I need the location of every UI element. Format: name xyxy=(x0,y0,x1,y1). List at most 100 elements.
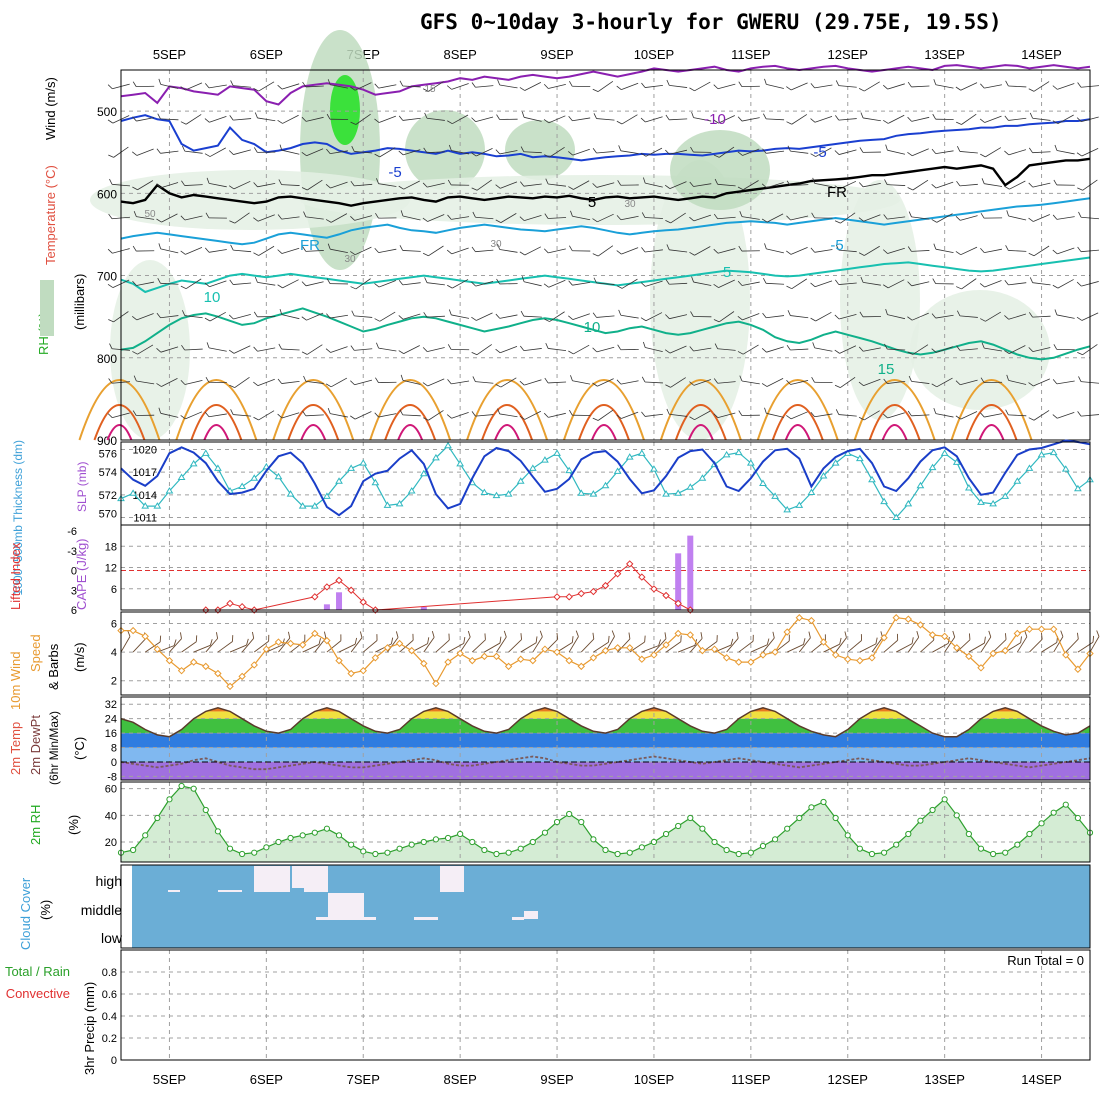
surface-wind-flag xyxy=(1005,633,1007,640)
wind-speed-marker xyxy=(250,661,258,669)
surface-wind-flag xyxy=(484,633,486,640)
wind-barb-flag xyxy=(422,88,429,92)
wind-barb-flag xyxy=(497,408,501,415)
wind-barb-flag xyxy=(883,378,888,384)
wind-barb xyxy=(689,81,711,92)
wind-barb xyxy=(764,78,784,89)
wind-barb xyxy=(739,375,760,385)
rh-marker xyxy=(662,830,670,838)
wind-barb-shaft xyxy=(524,82,542,91)
wind-barb-flag xyxy=(204,247,210,253)
wind-barb-flag xyxy=(448,144,452,151)
cloud-block xyxy=(414,917,438,920)
wind-barb-flag xyxy=(860,112,864,119)
wind-barb-shaft xyxy=(790,184,809,186)
wind-barb-flag xyxy=(1004,115,1009,121)
surface-wind-flag xyxy=(575,630,579,637)
wind-barb xyxy=(1054,309,1075,319)
wind-barb xyxy=(543,279,566,288)
wind-barb-shaft xyxy=(1057,83,1075,90)
wind-barb-shaft xyxy=(669,413,688,417)
cape-tick-label: 6 xyxy=(111,584,117,596)
wind-barb-flag xyxy=(713,213,718,220)
wind-barb xyxy=(374,311,396,322)
wind-barb-flag xyxy=(133,375,137,382)
wind-barb-flag xyxy=(398,315,404,320)
wind-speed-marker xyxy=(359,666,367,675)
surface-wind-barb xyxy=(859,637,878,653)
wind-barb-flag xyxy=(761,347,767,353)
wind-panel-frame xyxy=(120,611,1091,696)
wind-barb xyxy=(325,181,348,189)
surface-wind-shaft xyxy=(520,642,537,653)
surface-wind-barb xyxy=(459,630,471,653)
wind-barb-shaft xyxy=(185,247,203,255)
thickness-axis-label: 1000~500mb Thickness (dm) xyxy=(11,440,25,596)
wind-barb-shaft xyxy=(378,248,397,253)
rh-marker xyxy=(1062,801,1069,808)
rh-marker xyxy=(166,796,173,803)
wind-barb xyxy=(327,407,348,418)
isotherm-arch xyxy=(203,424,230,441)
wind-barb xyxy=(206,177,227,188)
wind-barb xyxy=(884,179,906,186)
li-marker xyxy=(613,570,622,578)
wind-barb-flag xyxy=(787,145,791,152)
wind-barb-shaft xyxy=(620,215,639,221)
wind-units-label: (m/s) xyxy=(72,642,87,672)
wind-barb-shaft xyxy=(935,150,954,155)
wind-barb-flag xyxy=(956,345,961,351)
wind-barb xyxy=(398,345,420,354)
surface-wind-barb xyxy=(532,630,543,653)
wind-barb xyxy=(228,345,251,354)
thickness-marker xyxy=(201,449,210,456)
wind-barb-flag xyxy=(497,79,501,86)
li-marker xyxy=(359,598,367,606)
surface-wind-flag xyxy=(195,635,198,642)
dewpt-line xyxy=(120,755,1091,771)
wind-barb xyxy=(350,180,373,187)
rh-marker xyxy=(505,849,512,856)
wind-barb-flag xyxy=(303,375,307,382)
surface-wind-barb xyxy=(169,632,182,653)
wind-barb-flag xyxy=(374,153,380,158)
surface-wind-flag xyxy=(395,631,399,638)
wind-barb-flag xyxy=(204,317,211,322)
wind-barb-shaft xyxy=(863,117,881,122)
wind-barb-flag xyxy=(1052,284,1059,289)
wind-barb xyxy=(471,116,494,123)
wind-barb-flag xyxy=(764,78,767,85)
wind-barb-flag xyxy=(374,412,379,418)
wind-barb-flag xyxy=(884,343,888,350)
wind-barb-flag xyxy=(641,247,646,253)
wind-barb-shaft xyxy=(523,116,542,122)
wind-barb-shaft xyxy=(572,215,591,221)
wind-barb-shaft xyxy=(1032,182,1051,188)
wind-barb xyxy=(157,113,179,121)
wind-barb-flag xyxy=(1028,382,1034,387)
surface-wind-flag xyxy=(968,633,971,640)
wind-barb xyxy=(787,145,809,154)
x-tick-label-top: 11SEP xyxy=(731,47,771,62)
wind-barb xyxy=(277,214,300,220)
total-rain-label: Total / Rain xyxy=(5,964,70,979)
wind-barb xyxy=(810,412,833,418)
cloud-units-label: (%) xyxy=(38,900,53,920)
wind-barb-shaft xyxy=(644,217,663,219)
rh-shading xyxy=(505,120,575,180)
wind-barb-flag xyxy=(1028,417,1035,421)
wind-barb-flag xyxy=(520,310,525,317)
wind-barb-flag xyxy=(738,410,743,416)
wind-barb-shaft xyxy=(305,250,324,252)
surface-wind-shaft xyxy=(1041,642,1058,653)
wind-barb-shaft xyxy=(621,278,638,289)
surface-wind-shaft xyxy=(750,644,768,653)
wind-barb-flag xyxy=(617,180,622,186)
wind-barb-flag xyxy=(569,81,573,87)
wind-barb-flag xyxy=(569,409,573,416)
wind-speed-marker xyxy=(323,636,331,645)
rh-marker xyxy=(590,836,597,843)
wind-barb xyxy=(786,247,808,255)
wind-barb xyxy=(980,311,1002,322)
wind-barb xyxy=(301,312,324,321)
